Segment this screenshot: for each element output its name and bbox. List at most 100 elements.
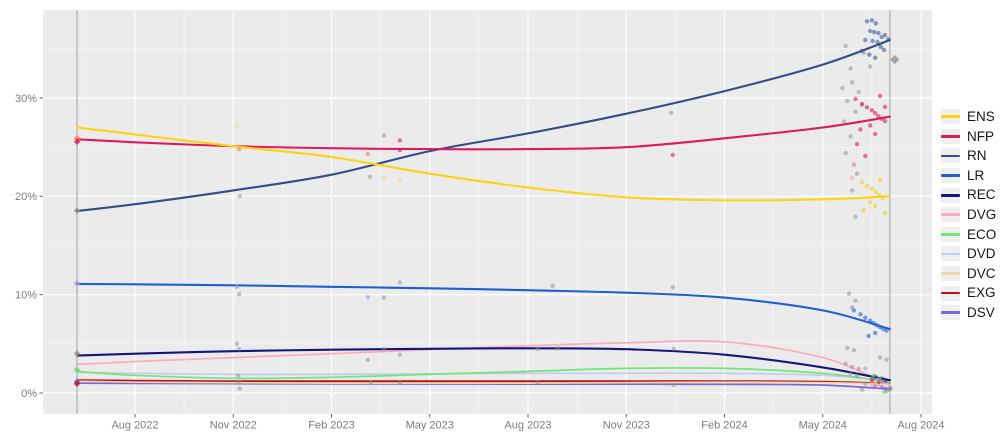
poll-point bbox=[873, 131, 878, 137]
poll-point bbox=[840, 86, 845, 91]
poll-point bbox=[877, 93, 883, 99]
x-tick-label: May 2024 bbox=[799, 420, 847, 432]
y-tick-label: 30% bbox=[15, 93, 37, 105]
series-line-rec bbox=[75, 347, 891, 382]
series-line-dvc bbox=[76, 380, 891, 386]
poll-point bbox=[859, 387, 865, 392]
legend-key-icon bbox=[941, 148, 960, 164]
x-tick-label: Feb 2023 bbox=[308, 420, 354, 432]
poll-point bbox=[873, 21, 878, 26]
legend-line-swatch-icon bbox=[941, 115, 960, 119]
poll-point bbox=[874, 323, 879, 328]
legend-line-swatch-icon bbox=[941, 213, 960, 217]
poll-point bbox=[853, 109, 858, 115]
poll-point bbox=[397, 138, 403, 143]
poll-point bbox=[670, 152, 675, 158]
y-tick-label: 20% bbox=[15, 191, 37, 203]
poll-point bbox=[869, 186, 875, 192]
y-tick-label: 10% bbox=[15, 289, 37, 301]
legend-line-swatch-icon bbox=[941, 193, 960, 197]
poll-point bbox=[850, 175, 855, 180]
poll-point bbox=[883, 386, 888, 391]
poll-points bbox=[73, 18, 900, 395]
poll-point bbox=[864, 183, 870, 189]
poll-point bbox=[858, 127, 863, 132]
poll-point bbox=[381, 295, 387, 300]
poll-point bbox=[881, 379, 886, 384]
legend-line-swatch-icon bbox=[941, 174, 960, 177]
poll-point bbox=[877, 177, 883, 182]
poll-point bbox=[886, 36, 891, 42]
legend-key-icon bbox=[941, 285, 960, 301]
poll-point bbox=[843, 150, 848, 156]
poll-point bbox=[854, 373, 860, 378]
legend-line-swatch-icon bbox=[941, 154, 960, 158]
legend-label: LR bbox=[967, 167, 985, 183]
poll-point bbox=[237, 194, 242, 199]
legend-line-swatch-icon bbox=[941, 135, 960, 138]
poll-point bbox=[859, 48, 865, 53]
legend-item-nfp: NFP bbox=[941, 127, 996, 147]
poll-point bbox=[879, 116, 884, 121]
legend-key-icon bbox=[941, 266, 960, 282]
legend-key-icon bbox=[941, 168, 960, 184]
poll-point bbox=[381, 133, 387, 138]
poll-point bbox=[853, 298, 858, 303]
poll-point bbox=[397, 380, 403, 385]
poll-point bbox=[859, 180, 865, 185]
poll-point bbox=[884, 357, 889, 362]
poll-point bbox=[876, 383, 881, 389]
poll-point bbox=[864, 105, 870, 110]
legend-item-rn: RN bbox=[941, 146, 996, 166]
poll-point bbox=[867, 52, 872, 57]
poll-point bbox=[854, 171, 860, 176]
result-diamond bbox=[73, 280, 81, 287]
poll-point bbox=[850, 364, 855, 370]
poll-point bbox=[882, 104, 888, 110]
poll-point bbox=[535, 346, 540, 351]
poll-point bbox=[853, 214, 858, 220]
poll-point bbox=[236, 373, 241, 378]
x-tick-label: Aug 2022 bbox=[111, 420, 158, 432]
result-diamond bbox=[886, 385, 894, 392]
series-line-eco bbox=[76, 367, 891, 384]
poll-point bbox=[873, 381, 878, 386]
y-tick-label: 0% bbox=[21, 388, 37, 400]
poll-point bbox=[881, 326, 886, 332]
poll-point bbox=[381, 175, 387, 180]
poll-point bbox=[843, 43, 848, 49]
legend-item-exg: EXG bbox=[941, 283, 996, 303]
legend-item-ens: ENS bbox=[941, 107, 996, 127]
poll-point bbox=[882, 118, 888, 124]
poll-point bbox=[850, 188, 855, 193]
poll-point bbox=[877, 376, 883, 381]
poll-point bbox=[877, 355, 883, 360]
poll-point bbox=[851, 161, 857, 167]
poll-point bbox=[881, 47, 887, 52]
poll-point bbox=[875, 39, 880, 45]
legend-label: ENS bbox=[967, 109, 995, 125]
poll-point bbox=[863, 37, 868, 43]
legend-item-dsv: DSV bbox=[941, 303, 996, 323]
poll-point bbox=[873, 189, 878, 195]
poll-point bbox=[873, 111, 878, 116]
result-diamond bbox=[73, 366, 81, 374]
poll-point bbox=[845, 345, 850, 350]
poll-point bbox=[854, 142, 860, 147]
legend-key-icon bbox=[941, 246, 960, 262]
poll-point bbox=[879, 384, 884, 390]
x-tick-label: Feb 2024 bbox=[701, 420, 747, 432]
poll-point bbox=[873, 204, 878, 209]
poll-point bbox=[873, 55, 878, 60]
x-tick-label: May 2023 bbox=[406, 420, 454, 432]
poll-point bbox=[868, 64, 873, 69]
poll-point bbox=[671, 382, 676, 388]
poll-point bbox=[367, 174, 373, 179]
poll-point bbox=[868, 28, 873, 34]
legend-key-icon bbox=[941, 305, 960, 321]
poll-point bbox=[851, 348, 857, 353]
poll-point bbox=[876, 30, 881, 36]
legend-item-rec: REC bbox=[941, 185, 996, 205]
legend-line-swatch-icon bbox=[941, 291, 960, 295]
